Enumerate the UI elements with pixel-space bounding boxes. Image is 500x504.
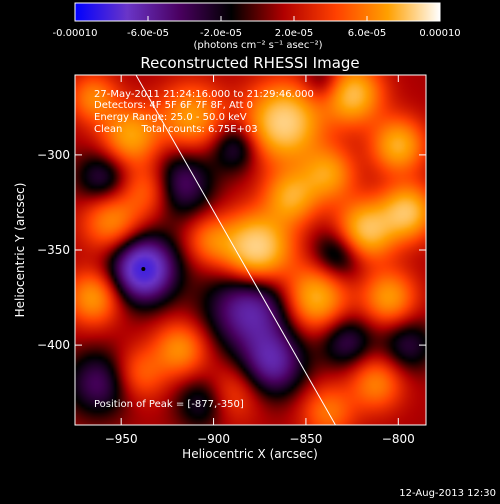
x-tick-label: −950: [105, 432, 138, 446]
x-axis-label: Heliocentric X (arcsec): [182, 447, 318, 461]
plot-area: −950 −900 −850 −800 −300 −350 −400 27-May-2011…: [37, 74, 427, 446]
limb-line: [135, 75, 336, 425]
colorbar: -0.00010 -6.0e-05 -2.0e-05 2.0e-05 6.0e-05 0.…: [53, 2, 461, 51]
colorbar-tick-label: -0.00010: [53, 28, 98, 39]
annotation-time-range: 27-May-2011 21:24:16.000 to 21:29:46.000: [94, 89, 314, 100]
peak-position-label: Position of Peak = [-877,-350]: [94, 399, 244, 410]
axis-ticks: −950 −900 −850 −800 −300 −350 −400: [37, 75, 426, 446]
colorbar-tick-label: -6.0e-05: [127, 28, 169, 39]
heatmap-image: [75, 75, 426, 425]
footer-timestamp: 12-Aug-2013 12:30: [399, 488, 496, 499]
colorbar-ticks: -0.00010 -6.0e-05 -2.0e-05 2.0e-05 6.0e-05 0.…: [53, 16, 461, 39]
colorbar-tick-label: 2.0e-05: [275, 28, 313, 39]
chart-title: Reconstructed RHESSI Image: [140, 54, 359, 72]
colorbar-tick-label: 6.0e-05: [348, 28, 386, 39]
annotation-clean-counts: Clean Total counts: 6.75E+03: [94, 124, 258, 135]
y-tick-label: −350: [37, 243, 70, 257]
colorbar-tick-label: 0.00010: [419, 28, 460, 39]
y-tick-label: −300: [37, 148, 70, 162]
x-tick-label: −900: [197, 432, 230, 446]
colorbar-unit-label: (photons cm⁻² s⁻¹ asec⁻²): [193, 40, 322, 51]
peak-marker: [141, 267, 146, 272]
x-tick-label: −850: [289, 432, 322, 446]
y-axis-label: Heliocentric Y (arcsec): [13, 183, 27, 318]
annotation-block: 27-May-2011 21:24:16.000 to 21:29:46.000…: [94, 89, 314, 135]
colorbar-tick-label: -2.0e-05: [200, 28, 242, 39]
colorbar-gradient: [74, 2, 441, 22]
annotation-detectors: Detectors: 4F 5F 6F 7F 8F, Att 0: [94, 100, 253, 111]
annotation-energy-range: Energy Range: 25.0 - 50.0 keV: [94, 112, 247, 123]
y-tick-label: −400: [37, 338, 70, 352]
x-tick-label: −800: [382, 432, 415, 446]
